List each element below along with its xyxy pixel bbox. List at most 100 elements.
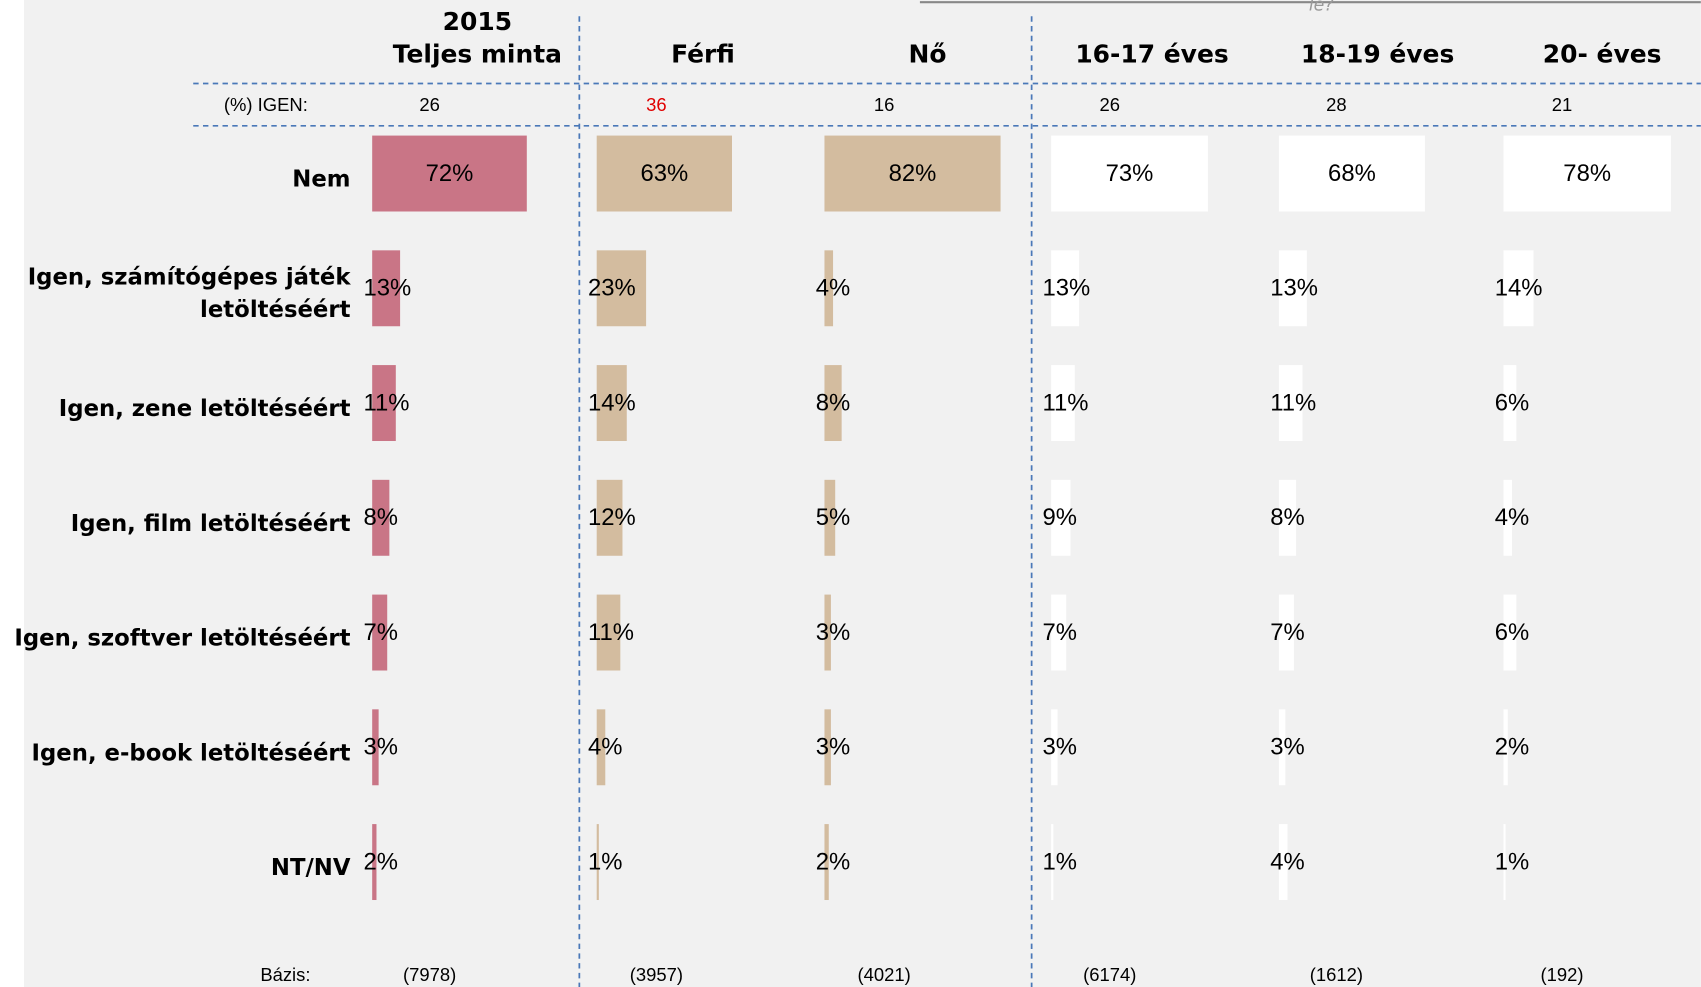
series-header: 18-19 éves <box>1301 39 1454 68</box>
bar <box>1278 250 1307 327</box>
bar <box>1278 365 1303 442</box>
value-label: 13% <box>1042 275 1090 302</box>
value-label: 3% <box>1042 734 1076 761</box>
value-label: 4% <box>816 275 850 302</box>
bar <box>1278 479 1297 556</box>
bar <box>1051 135 1208 212</box>
bar <box>372 594 388 671</box>
value-label: 6% <box>1495 389 1529 416</box>
bar <box>596 709 606 786</box>
bar <box>824 135 1001 212</box>
bar <box>1503 709 1508 786</box>
bar <box>1051 365 1075 442</box>
base-value: (6174) <box>1083 964 1136 985</box>
bar <box>1278 824 1288 901</box>
bar <box>1051 479 1071 556</box>
igen-value: 26 <box>1099 94 1120 115</box>
value-label: 3% <box>364 734 398 761</box>
value-label: 7% <box>1270 619 1304 646</box>
value-label: 2% <box>816 848 850 875</box>
value-label: 3% <box>816 619 850 646</box>
bar <box>1051 250 1080 327</box>
bar <box>1278 135 1425 212</box>
bar <box>596 250 647 327</box>
value-label: 11% <box>1042 389 1088 416</box>
value-label: 72% <box>426 160 474 187</box>
value-label: 2% <box>364 848 398 875</box>
value-label: 4% <box>1495 504 1529 531</box>
igen-value: 26 <box>419 94 440 115</box>
bar <box>372 479 390 556</box>
series-header: 16-17 éves <box>1075 39 1228 68</box>
base-value: (4021) <box>857 964 910 985</box>
series-header: Férfi <box>671 39 735 68</box>
value-label: 11% <box>364 389 410 416</box>
bar <box>596 135 732 212</box>
value-label: 2% <box>1495 734 1529 761</box>
value-label: 1% <box>1042 848 1076 875</box>
series-header: 20- éves <box>1543 39 1662 68</box>
value-label: 4% <box>1270 848 1304 875</box>
value-label: 11% <box>1270 389 1316 416</box>
value-label: 68% <box>1328 160 1376 187</box>
value-label: 1% <box>1495 848 1529 875</box>
value-label: 5% <box>816 504 850 531</box>
bar <box>1503 135 1671 212</box>
category-label: Nem <box>292 167 350 193</box>
year-label: 2015 <box>443 7 512 36</box>
category-label: Igen, zene letöltéséért <box>59 396 351 422</box>
value-label: 3% <box>816 734 850 761</box>
bar <box>824 709 831 786</box>
category-label: NT/NV <box>271 855 351 881</box>
igen-label: (%) IGEN: <box>224 94 308 115</box>
value-label: 3% <box>1270 734 1304 761</box>
value-label: 7% <box>1042 619 1076 646</box>
bar <box>1503 365 1517 442</box>
bar <box>824 594 831 671</box>
bar <box>596 365 627 442</box>
bar <box>596 479 623 556</box>
bar <box>372 824 377 901</box>
value-label: 1% <box>588 848 622 875</box>
value-label: 6% <box>1495 619 1529 646</box>
value-label: 8% <box>816 389 850 416</box>
category-label: Igen, e-book letöltéséért <box>32 740 351 766</box>
bar <box>1503 594 1517 671</box>
igen-value: 36 <box>646 94 667 115</box>
bar <box>372 135 527 212</box>
bar <box>1503 824 1506 901</box>
igen-value: 16 <box>874 94 895 115</box>
value-label: 8% <box>1270 504 1304 531</box>
base-value: (3957) <box>630 964 683 985</box>
base-value: (192) <box>1540 964 1583 985</box>
bar <box>1503 479 1513 556</box>
value-label: 13% <box>1270 275 1318 302</box>
bar <box>1051 709 1058 786</box>
category-label: Igen, szoftver letöltéséért <box>14 626 350 652</box>
header-fragment: le? <box>1309 0 1334 15</box>
bar <box>1051 594 1067 671</box>
bar <box>824 250 834 327</box>
bar <box>1503 250 1534 327</box>
value-label: 14% <box>588 389 636 416</box>
base-label: Bázis: <box>260 964 310 985</box>
value-label: 4% <box>588 734 622 761</box>
value-label: 13% <box>364 275 412 302</box>
bar <box>372 365 396 442</box>
category-label: Igen, számítógépes játék letöltéséért <box>28 264 352 323</box>
category-label: Igen, film letöltéséért <box>71 511 351 537</box>
value-label: 63% <box>640 160 688 187</box>
series-header: Nő <box>908 39 946 68</box>
base-value: (7978) <box>403 964 456 985</box>
igen-value: 21 <box>1552 94 1573 115</box>
value-label: 8% <box>364 504 398 531</box>
series-header: Teljes minta <box>393 39 562 68</box>
bar <box>372 709 379 786</box>
value-label: 78% <box>1563 160 1611 187</box>
bar <box>824 479 836 556</box>
bar <box>1051 824 1054 901</box>
value-label: 7% <box>364 619 398 646</box>
bar <box>824 824 829 901</box>
value-label: 82% <box>889 160 937 187</box>
